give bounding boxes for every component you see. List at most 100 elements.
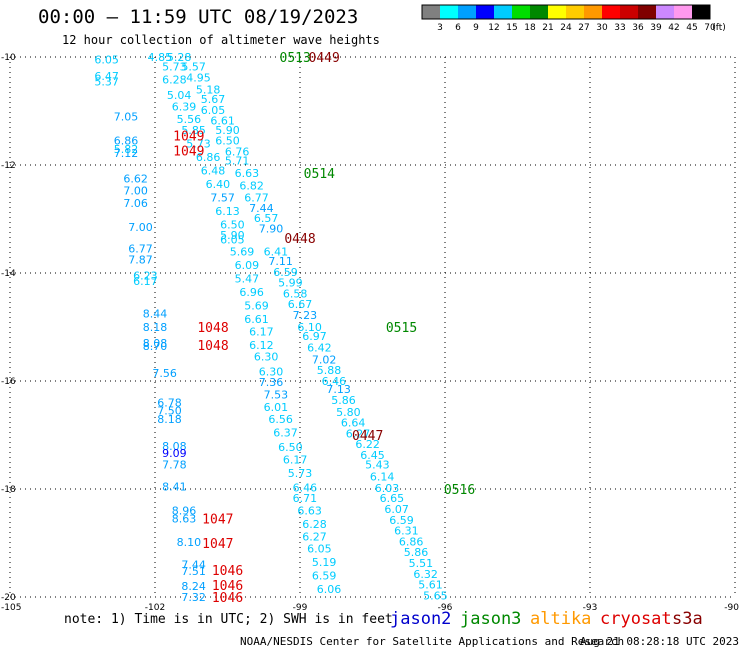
wave-height-point: 6.37 [273,426,298,439]
wave-height-point: 8.18 [157,413,182,426]
axes: -10 -12 -14 -16 -18 -20-105 -102 -99 -96 -93 -90 [1,53,739,613]
y-tick-label: -12 [1,161,16,171]
wave-height-point: 6.13 [215,205,240,218]
colorbar-swatch [530,5,548,19]
wave-height-point: 8.08 [162,440,187,453]
wave-height-point: 5.82 [114,143,139,156]
colorbar-swatch [584,5,602,19]
wave-height-point: 8.24 [181,580,206,593]
wave-height-point: 8.70 [143,340,168,353]
wave-height-point: 7.32 [181,591,206,604]
colorbar: 3 6 9 12 15 18 21 24 27 30 33 36 39 42 45 70(ft) [421,4,726,33]
wave-height-point: 7.44 [249,202,274,215]
wave-height-point: 5.86 [404,546,429,559]
wave-height-point: 7.50 [157,405,182,418]
wave-height-point: 5.43 [365,459,390,472]
wave-height-point: 6.62 [123,173,148,186]
wave-height-point: 9.09 [162,447,187,460]
footer-note: note: 1) Time is in UTC; 2) SWH is in fe… [64,612,393,627]
x-tick-label: -99 [293,603,308,613]
chart-subtitle: 12 hour collection of altimeter wave hei… [62,33,380,47]
pass-time-label: 1047 [202,513,233,528]
colorbar-label: 3 [437,23,443,33]
colorbar-swatch [476,5,494,19]
wave-height-point: 6.46 [322,375,347,388]
wave-height-point: 6.03 [375,482,400,495]
wave-height-point: 7.06 [123,197,148,210]
pass-time-label: 0447 [352,429,383,444]
wave-height-point: 6.30 [254,351,279,364]
wave-height-point: 6.14 [370,471,395,484]
x-tick-label: -93 [583,603,598,613]
pass-time-label: 1046 [212,591,243,606]
wave-height-point: 5.80 [336,406,361,419]
wave-height-point: 5.69 [230,245,255,258]
wave-height-point: 6.58 [283,288,308,301]
colorbar-label: 9 [473,23,479,33]
colorbar-frame [421,4,711,20]
colorbar-swatch [638,5,656,19]
wave-height-point: 6.59 [312,569,337,582]
pass-time-label: 0448 [284,232,315,247]
wave-height-points: 6.056.475.377.056.865.827.126.627.007.06… [94,51,447,604]
wave-height-point: 5.19 [312,556,337,569]
colorbar-label: 24 [560,23,572,33]
legend-jason3: jason3 [460,609,522,629]
legend-cryosat: cryosat [600,609,672,629]
wave-height-point: 7.90 [259,223,284,236]
wave-height-point: 5.90 [215,124,240,137]
wave-height-point: 4.95 [186,72,211,85]
colorbar-swatch [692,5,710,19]
wave-height-point: 6.97 [302,330,327,343]
pass-time-label: 1049 [173,144,204,159]
wave-height-point: 6.61 [244,313,269,326]
wave-height-point: 8.08 [143,337,168,350]
pass-time-label: 1046 [212,564,243,579]
wave-height-point: 6.17 [133,275,158,288]
wave-height-point: 6.05 [307,542,332,555]
chart-title: 00:00 – 11:59 UTC 08/19/2023 [38,6,359,28]
wave-height-point: 7.57 [210,191,235,204]
legend-s3a: s3a [672,609,703,629]
wave-height-point: 5.99 [278,277,303,290]
x-tick-label: -90 [724,603,739,613]
pass-time-label: 1046 [212,579,243,594]
pass-time-label: 0449 [309,51,340,66]
wave-height-point: 5.47 [235,272,260,285]
wave-height-point: 7.00 [128,221,153,234]
colorbar-label: 18 [524,23,536,33]
legend-altika: altika [530,609,592,629]
wave-height-point: 5.18 [196,83,221,96]
wave-height-point: 7.87 [128,254,153,267]
wave-height-point: 6.78 [157,397,182,410]
wave-height-point: 5.85 [181,124,206,137]
wave-height-point: 5.57 [181,61,206,74]
wave-height-point: 7.44 [181,559,206,572]
wave-height-point: 6.61 [210,115,235,128]
wave-height-point: 6.28 [302,518,327,531]
wave-height-point: 8.44 [143,308,168,321]
colorbar-swatch [440,5,458,19]
wave-height-point: 6.67 [288,298,313,311]
wave-height-point: 5.04 [167,89,192,102]
wave-height-point: 5.61 [418,579,443,592]
wave-height-point: 6.65 [380,492,405,505]
wave-height-point: 6.32 [413,568,438,581]
colorbar-swatch [656,5,674,19]
pass-time-label: 1048 [197,321,228,336]
wave-height-point: 7.23 [293,309,318,322]
colorbar-swatch [422,5,440,19]
wave-height-point: 6.23 [133,270,158,283]
wave-height-point: 6.28 [162,74,187,87]
x-tick-label: -102 [145,603,165,613]
wave-height-point: 5.56 [177,113,202,126]
wave-height-point: 6.31 [394,525,419,538]
wave-height-point: 6.06 [317,583,342,596]
colorbar-swatch [674,5,692,19]
colorbar-label: 27 [578,23,589,33]
wave-height-point: 8.63 [172,513,197,526]
grid [9,56,736,598]
pass-time-label: 0515 [386,321,417,336]
wave-height-point: 7.36 [259,376,284,389]
